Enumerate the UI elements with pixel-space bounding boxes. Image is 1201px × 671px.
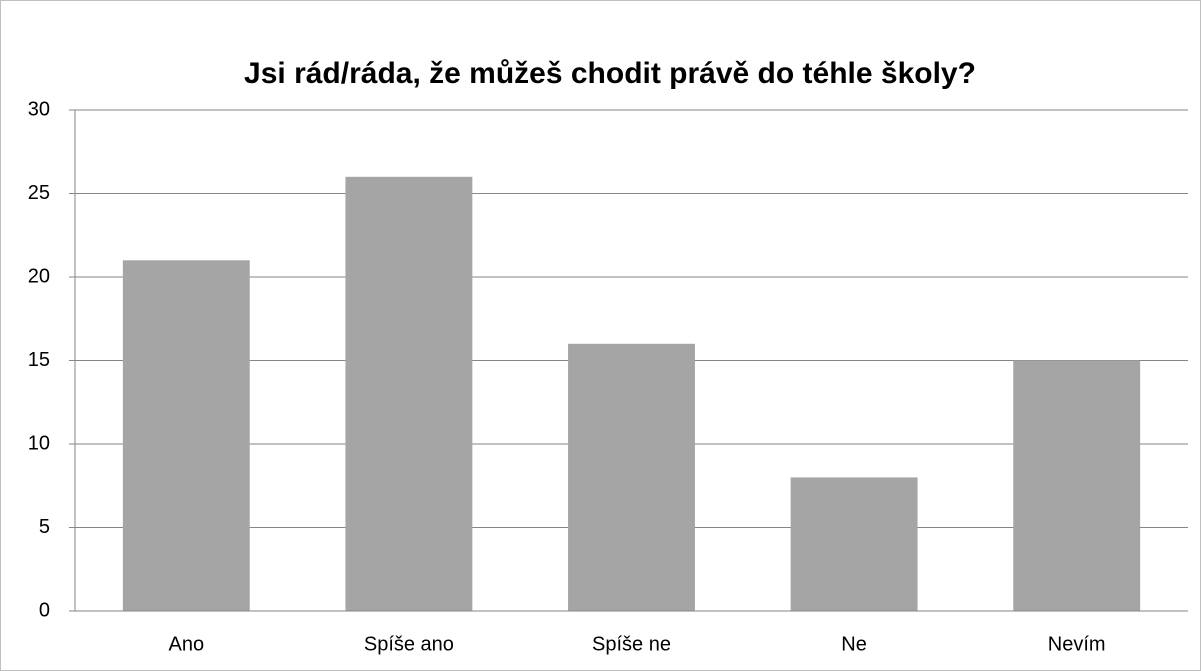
x-tick-label: Ne (841, 633, 867, 655)
bar (345, 176, 473, 612)
y-tick-label: 15 (28, 349, 50, 371)
x-tick-label: Spíše ne (592, 633, 671, 655)
x-tick-label: Spíše ano (364, 633, 454, 655)
y-tick-label: 20 (28, 265, 50, 287)
x-tick-label: Nevím (1048, 633, 1106, 655)
y-tick-label: 10 (28, 432, 50, 454)
y-tick-label: 0 (39, 599, 50, 621)
y-tick-label: 30 (28, 98, 50, 120)
bar (122, 260, 250, 611)
chart-title: Jsi rád/ráda, že můžeš chodit právě do t… (244, 57, 976, 90)
bar (568, 343, 695, 611)
y-tick-label: 25 (28, 182, 50, 204)
bar (790, 477, 918, 611)
x-tick-label: Ano (169, 633, 205, 655)
bar (1013, 360, 1141, 611)
y-tick-label: 5 (39, 516, 50, 538)
